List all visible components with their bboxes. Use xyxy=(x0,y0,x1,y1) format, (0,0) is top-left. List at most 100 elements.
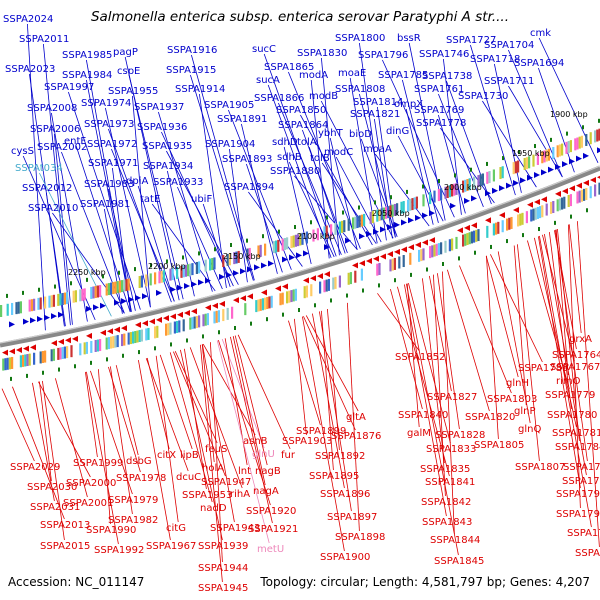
leader-line xyxy=(169,352,213,503)
leader-line xyxy=(86,371,119,545)
leader-line xyxy=(308,146,346,254)
marker xyxy=(326,215,328,220)
feature-block xyxy=(195,315,198,328)
reverse-gene-arrow xyxy=(107,328,113,335)
feature-block xyxy=(352,217,355,230)
gene-label: SSPA2008 xyxy=(27,103,77,114)
gene-label: moaA xyxy=(363,144,392,155)
marker xyxy=(166,259,168,264)
reverse-gene-arrow xyxy=(373,255,379,262)
gene-label: SSPA1805 xyxy=(474,440,524,451)
leader-line xyxy=(241,123,278,274)
feature-block xyxy=(22,354,25,367)
forward-gene-arrow xyxy=(268,260,274,267)
feature-block xyxy=(48,295,51,308)
feature-block xyxy=(523,157,526,170)
feature-block xyxy=(585,133,588,146)
feature-block xyxy=(134,331,137,344)
gene-label: SSPA1914 xyxy=(175,84,225,95)
feature-block xyxy=(147,327,150,340)
reverse-gene-arrow xyxy=(121,325,127,332)
feature-block xyxy=(477,175,480,188)
gene-label: glnU xyxy=(252,449,275,460)
gene-label: SSPA1933 xyxy=(153,177,203,188)
gene-label: sdhD xyxy=(272,137,298,148)
gene-label: SSPA2031 xyxy=(30,502,80,513)
feature-block xyxy=(464,233,467,246)
gene-label: SSPA1835 xyxy=(420,464,470,475)
feature-block xyxy=(354,216,357,229)
feature-block xyxy=(118,280,121,293)
forward-gene-arrow xyxy=(240,268,246,275)
feature-block xyxy=(396,203,399,216)
marker xyxy=(154,346,156,351)
feature-block xyxy=(297,234,300,247)
forward-gene-arrow xyxy=(401,219,407,226)
gene-label: tatE xyxy=(140,194,160,205)
forward-gene-arrow xyxy=(345,237,351,244)
leader-line xyxy=(470,44,516,196)
gene-label: SSPA1880 xyxy=(270,166,320,177)
feature-block xyxy=(561,143,564,156)
feature-block xyxy=(325,279,328,292)
forward-gene-arrow xyxy=(450,202,456,209)
leader-line xyxy=(39,381,52,482)
feature-block xyxy=(61,293,64,306)
reverse-gene-arrow xyxy=(149,318,155,325)
feature-block xyxy=(541,205,544,218)
feature-block xyxy=(63,292,66,305)
marker xyxy=(202,334,204,339)
marker xyxy=(438,178,440,183)
feature-block xyxy=(94,285,97,298)
leader-line xyxy=(202,203,231,288)
leader-line xyxy=(159,354,193,450)
gene-label: SSPA1899 xyxy=(296,426,346,437)
leader-line xyxy=(497,251,531,424)
gene-label: SSPA1761 xyxy=(414,84,464,95)
gene-label: SSPA1937 xyxy=(134,102,184,113)
gene-label: ybhT xyxy=(318,128,344,139)
feature-block xyxy=(470,231,473,244)
reverse-gene-arrow xyxy=(457,227,463,234)
feature-block xyxy=(512,162,515,175)
feature-block xyxy=(446,186,449,199)
gene-label: SSPA1982 xyxy=(108,515,158,526)
marker xyxy=(342,210,344,215)
reverse-gene-arrow xyxy=(212,302,218,309)
feature-block xyxy=(301,232,304,245)
marker xyxy=(566,131,568,136)
feature-block xyxy=(323,226,326,239)
reverse-gene-arrow xyxy=(303,277,309,284)
feature-block xyxy=(292,289,295,302)
feature-block xyxy=(8,357,11,370)
forward-gene-arrow xyxy=(548,166,554,173)
feature-block xyxy=(398,256,401,269)
feature-block xyxy=(6,303,9,316)
marker xyxy=(38,287,40,292)
leader-line xyxy=(216,340,270,544)
gene-label: SSPA1990 xyxy=(86,525,136,536)
feature-block xyxy=(475,229,478,242)
gene-label: citX xyxy=(157,450,176,461)
marker xyxy=(458,256,460,261)
tick-label: 1950 kbp xyxy=(512,149,550,158)
marker xyxy=(266,317,268,322)
feature-block xyxy=(437,189,440,202)
tick-label: 2000 kbp xyxy=(444,183,482,192)
feature-block xyxy=(429,246,432,259)
reverse-gene-arrow xyxy=(569,185,575,192)
feature-block xyxy=(217,310,220,323)
feature-block xyxy=(145,274,148,287)
feature-block xyxy=(334,222,337,235)
feature-block xyxy=(567,140,570,153)
feature-block xyxy=(99,285,102,298)
gene-label: SSPA1936 xyxy=(137,122,187,133)
feature-block xyxy=(305,231,308,244)
forward-gene-arrow xyxy=(114,299,120,306)
gene-label: SSPA2029 xyxy=(10,462,60,473)
marker xyxy=(474,250,476,255)
feature-block xyxy=(244,303,247,316)
feature-block xyxy=(349,272,352,285)
feature-block xyxy=(19,301,22,314)
gene-label: SSPA2006 xyxy=(30,124,80,135)
